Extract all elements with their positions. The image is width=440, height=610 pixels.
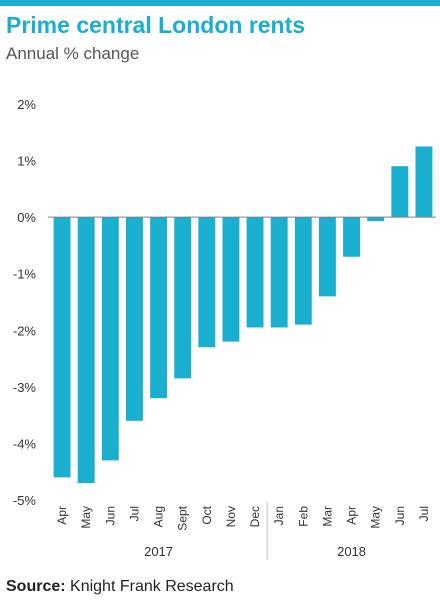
x-tick-label: Mar — [320, 506, 334, 527]
x-tick-label: May — [79, 506, 93, 529]
y-tick-label: -5% — [13, 493, 37, 508]
top-accent-rule — [0, 0, 440, 6]
bar — [222, 217, 240, 342]
x-tick-label: Apr — [55, 506, 69, 525]
bar — [270, 217, 288, 328]
x-tick-label: Feb — [296, 506, 310, 527]
bar — [198, 217, 216, 348]
source-note: Source: Knight Frank Research — [6, 578, 234, 596]
bar — [415, 146, 433, 218]
y-tick-label: 2% — [17, 97, 36, 112]
x-tick-label: May — [369, 506, 383, 529]
bar — [125, 217, 143, 421]
bar-chart: 2% 1% 0% -1% -2% -3% -4% -5% Apr May Jun Jul Aug Sept… — [13, 97, 436, 560]
x-tick-label: Aug — [152, 506, 166, 527]
bar — [343, 217, 361, 257]
x-tick-label: Dec — [248, 506, 262, 527]
bar — [367, 217, 385, 222]
chart-title: Prime central London rents — [6, 12, 306, 38]
y-tick-label: -2% — [13, 323, 37, 338]
x-tick-label: Jan — [272, 506, 286, 525]
bar — [150, 217, 168, 399]
x-tick-label: Nov — [224, 506, 238, 527]
chart-subtitle: Annual % change — [6, 44, 140, 63]
bar — [294, 217, 312, 325]
bar — [391, 166, 409, 218]
bar — [318, 217, 336, 297]
y-tick-label: 1% — [17, 154, 36, 169]
y-tick-label: -1% — [13, 267, 37, 282]
y-tick-label: 0% — [17, 210, 36, 225]
x-tick-label: Jul — [127, 506, 141, 521]
bar — [174, 217, 192, 379]
bar — [53, 217, 71, 478]
y-tick-label: -4% — [13, 436, 37, 451]
x-tick-label: Apr — [345, 506, 359, 525]
x-tick-label: Oct — [200, 505, 214, 524]
source-label: Source: — [6, 578, 66, 595]
bar — [77, 217, 95, 484]
x-tick-label: Sept — [176, 505, 190, 530]
y-tick-label: -3% — [13, 380, 37, 395]
year-label: 2018 — [337, 544, 366, 559]
source-text: Knight Frank Research — [70, 578, 234, 595]
bar — [101, 217, 119, 461]
year-label: 2017 — [144, 544, 173, 559]
bar — [246, 217, 264, 328]
x-tick-label: Jun — [103, 506, 117, 525]
x-tick-label: Jul — [417, 506, 431, 521]
x-tick-label: Jun — [393, 506, 407, 525]
